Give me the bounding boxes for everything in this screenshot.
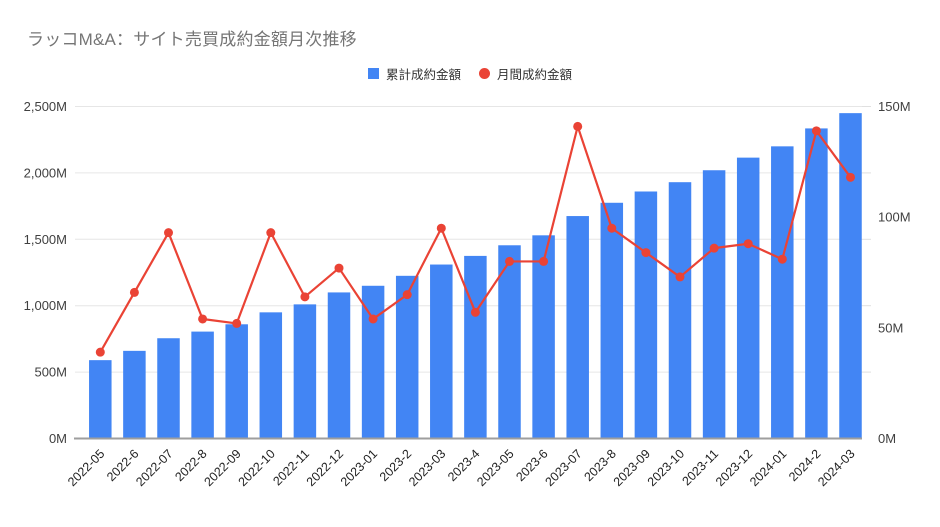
line-data-point[interactable] — [402, 290, 412, 300]
line-data-point[interactable] — [505, 256, 514, 266]
x-axis-label: 2023-07 — [542, 447, 584, 489]
bar[interactable] — [566, 216, 589, 439]
bar[interactable] — [702, 170, 726, 439]
bar[interactable] — [293, 304, 317, 439]
bar[interactable] — [361, 285, 385, 439]
left-axis-tick-label: 1,500M — [24, 232, 67, 247]
line-data-point[interactable] — [470, 307, 480, 317]
x-axis-label: 2023-01 — [338, 447, 380, 489]
bar[interactable] — [600, 202, 624, 439]
bar[interactable] — [532, 235, 555, 439]
bar[interactable] — [634, 191, 658, 439]
line-series-swatch-icon — [479, 68, 490, 79]
bar[interactable] — [395, 275, 419, 439]
right-axis-tick-label: 50M — [878, 320, 903, 335]
x-axis-label: 2023-05 — [474, 447, 516, 489]
line-data-point[interactable] — [198, 314, 208, 324]
line-data-point[interactable] — [573, 121, 583, 131]
line-data-point[interactable] — [266, 228, 276, 238]
line-data-point[interactable] — [164, 228, 173, 238]
line-data-point[interactable] — [846, 172, 855, 182]
left-axis-tick-label: 2,000M — [24, 165, 67, 180]
bar-series-swatch-icon — [367, 68, 379, 79]
legend-label-monthly: 月間成約金額 — [497, 68, 573, 82]
legend-label-cumulative: 累計成約金額 — [385, 68, 461, 82]
right-axis-tick-label: 100M — [878, 210, 911, 225]
x-axis-label: 2024-01 — [747, 447, 789, 489]
left-axis-tick-label: 500M — [34, 365, 67, 380]
left-axis-tick-label: 2,500M — [24, 99, 67, 114]
x-axis-label: 2022-10 — [236, 447, 278, 489]
line-data-point[interactable] — [641, 248, 651, 258]
bar[interactable] — [668, 182, 692, 439]
x-axis-label: 2022-09 — [201, 447, 243, 489]
bar[interactable] — [736, 157, 760, 439]
left-axis-tick-label: 1,000M — [24, 298, 67, 313]
line-data-point[interactable] — [368, 314, 378, 324]
bar[interactable] — [327, 292, 351, 439]
bar[interactable] — [259, 312, 283, 439]
line-data-point[interactable] — [539, 256, 549, 266]
x-axis-label: 2023-03 — [406, 447, 448, 489]
bar[interactable] — [805, 128, 828, 439]
right-axis-tick-label: 0M — [878, 431, 896, 446]
line-data-point[interactable] — [232, 318, 242, 328]
left-axis-tick-label: 0M — [49, 431, 67, 446]
line-data-point[interactable] — [743, 239, 753, 249]
bar[interactable] — [464, 255, 487, 439]
line-data-point[interactable] — [95, 347, 105, 357]
line-data-point[interactable] — [300, 292, 310, 302]
right-axis-tick-label: 150M — [878, 99, 911, 114]
bar[interactable] — [191, 331, 214, 439]
bar[interactable] — [89, 360, 112, 439]
x-axis-label: 2022-07 — [133, 447, 175, 489]
chart-title: ラッコM&A：サイト売買成約金額月次推移 — [27, 30, 357, 49]
bar[interactable] — [771, 146, 794, 439]
legend-item-cumulative[interactable]: 累計成約金額 — [367, 64, 461, 83]
x-axis-label: 2023-10 — [645, 447, 687, 489]
bar[interactable] — [839, 113, 862, 439]
bar[interactable] — [123, 350, 146, 439]
line-data-point[interactable] — [709, 243, 719, 253]
bar[interactable] — [225, 324, 248, 439]
x-axis-label: 2022-05 — [65, 447, 107, 489]
bar[interactable] — [430, 264, 453, 439]
line-data-point[interactable] — [675, 272, 685, 282]
bar[interactable] — [498, 245, 521, 439]
line-data-point[interactable] — [607, 223, 617, 233]
line-data-point[interactable] — [811, 126, 821, 136]
bar[interactable] — [157, 338, 180, 439]
line-data-point[interactable] — [129, 287, 139, 297]
legend-item-monthly[interactable]: 月間成約金額 — [479, 64, 572, 83]
line-data-point[interactable] — [777, 254, 787, 264]
legend: 累計成約金額 月間成約金額 — [0, 64, 940, 83]
x-axis-label: 2022-12 — [304, 447, 346, 489]
x-axis-label: 2023-09 — [611, 447, 653, 489]
line-data-point[interactable] — [334, 263, 344, 273]
x-axis-label: 2023-12 — [713, 447, 755, 489]
line-data-point[interactable] — [436, 223, 446, 233]
x-axis-label: 2024-03 — [815, 447, 857, 489]
